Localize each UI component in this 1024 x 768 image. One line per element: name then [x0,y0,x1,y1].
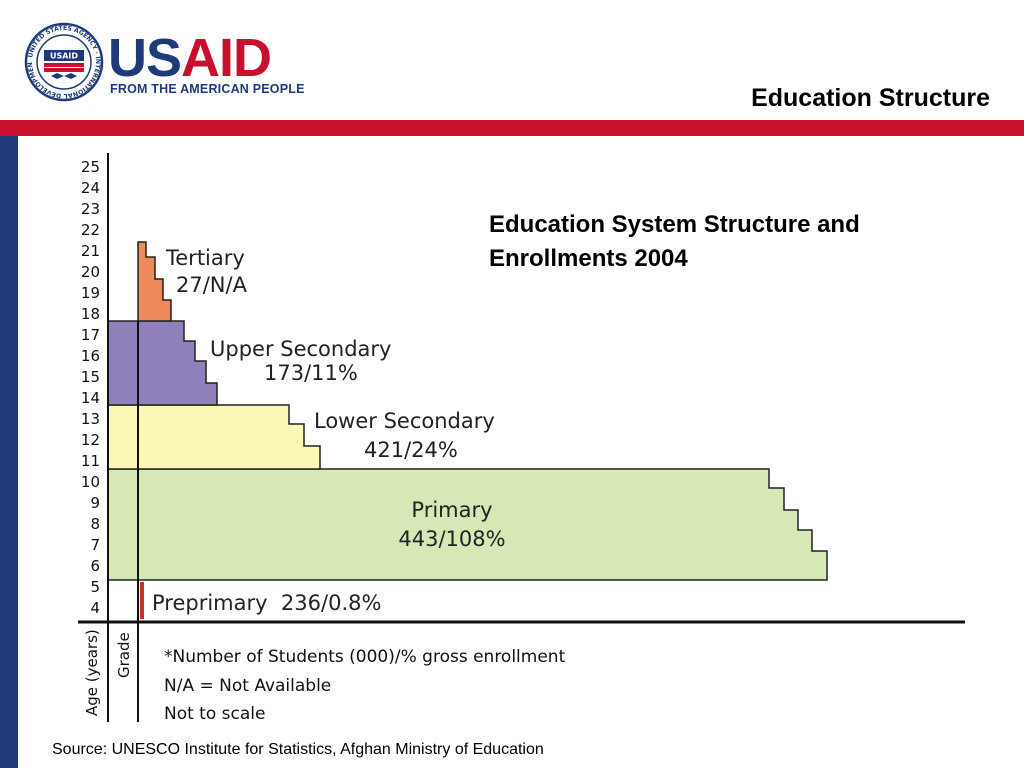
age-label: 13 [81,410,100,428]
legend-line-3: Not to scale [164,704,265,724]
source-note: Source: UNESCO Institute for Statistics,… [52,741,544,758]
slide-title: Education Structure [751,84,990,112]
age-label: 21 [81,242,100,260]
upper-secondary-block [107,320,218,406]
age-label: 5 [90,578,100,596]
tertiary-block [137,241,172,322]
age-label: 12 [81,431,100,449]
age-label: 6 [90,557,100,575]
tertiary-value: 27/N/A [176,273,248,297]
usaid-seal-icon: UNITED STATES AGENCY · INTERNATIONAL DEV… [24,22,104,102]
primary-name: Primary [411,498,492,522]
age-label: 14 [81,389,100,407]
age-label: 15 [81,368,100,386]
age-label: 23 [81,200,100,218]
age-axis-title: Age (years) [83,629,101,716]
header: UNITED STATES AGENCY · INTERNATIONAL DEV… [0,0,1024,120]
age-label: 7 [90,536,100,554]
age-label: 4 [90,599,100,617]
age-label: 16 [81,347,100,365]
age-label: 8 [90,515,100,533]
logo-tagline: FROM THE AMERICAN PEOPLE [110,82,305,96]
age-label: 20 [81,263,100,281]
upper-secondary-value: 173/11% [264,361,358,385]
legend-line-2: N/A = Not Available [164,676,331,696]
seal-inner-text: USAID [50,52,78,61]
primary-block [107,468,828,581]
primary-value: 443/108% [398,527,505,551]
lower-secondary-name: Lower Secondary [314,409,495,433]
preprimary-label: Preprimary 236/0.8% [152,591,381,615]
diagram-title: Education System Structure and Enrollmen… [489,211,860,272]
upper-secondary-name: Upper Secondary [210,337,391,361]
age-label: 19 [81,284,100,302]
grade-axis-title: Grade [115,632,133,678]
tertiary-name: Tertiary [165,246,245,270]
preprimary-mark [140,582,144,619]
lower-secondary-value: 421/24% [364,438,458,462]
age-label: 18 [81,305,100,323]
age-labels: 25 24 23 22 21 20 19 18 17 16 15 14 13 12 11 10 9 8 7 6 5 4 [81,158,100,617]
age-label: 17 [81,326,100,344]
age-label: 24 [81,179,100,197]
age-label: 11 [81,452,100,470]
age-label: 9 [90,494,100,512]
legend-line-1: *Number of Students (000)/% gross enroll… [164,647,566,667]
red-header-band [0,120,1024,136]
age-label: 25 [81,158,100,176]
logo-part-us: US [108,28,182,88]
logo-part-aid: AID [181,28,272,88]
age-label: 10 [81,473,100,491]
lower-secondary-block [107,404,321,470]
usaid-logo: USAID [108,28,272,88]
age-label: 22 [81,221,100,239]
blue-side-bar [0,136,18,768]
